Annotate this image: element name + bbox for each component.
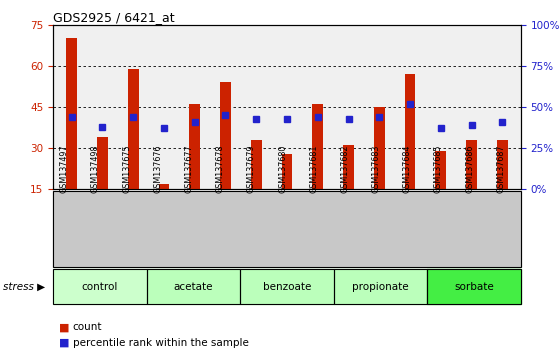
Text: GSM137684: GSM137684 xyxy=(403,144,412,193)
Bar xyxy=(374,107,385,189)
Text: percentile rank within the sample: percentile rank within the sample xyxy=(73,338,249,348)
Text: GSM137675: GSM137675 xyxy=(122,144,131,193)
Bar xyxy=(158,184,169,189)
Text: GSM137686: GSM137686 xyxy=(465,144,474,193)
Bar xyxy=(282,154,292,189)
Text: GSM137679: GSM137679 xyxy=(247,144,256,193)
Text: acetate: acetate xyxy=(174,282,213,292)
Text: GSM137682: GSM137682 xyxy=(340,144,349,193)
Text: GSM137687: GSM137687 xyxy=(496,144,505,193)
Text: GSM137685: GSM137685 xyxy=(434,144,443,193)
Bar xyxy=(251,140,262,189)
Text: benzoate: benzoate xyxy=(263,282,311,292)
Text: GSM137680: GSM137680 xyxy=(278,144,287,193)
Text: GSM137677: GSM137677 xyxy=(184,144,194,193)
Text: GSM137678: GSM137678 xyxy=(216,144,225,193)
Text: GDS2925 / 6421_at: GDS2925 / 6421_at xyxy=(53,11,175,24)
Bar xyxy=(189,104,200,189)
Text: GSM137676: GSM137676 xyxy=(153,144,162,193)
Bar xyxy=(405,74,416,189)
Text: GSM137497: GSM137497 xyxy=(60,144,69,193)
Bar xyxy=(97,137,108,189)
Bar xyxy=(66,39,77,189)
Bar xyxy=(312,104,323,189)
Text: GSM137681: GSM137681 xyxy=(309,144,318,193)
Text: GSM137683: GSM137683 xyxy=(371,144,380,193)
Text: sorbate: sorbate xyxy=(454,282,494,292)
Bar xyxy=(466,140,477,189)
Text: stress ▶: stress ▶ xyxy=(3,282,45,292)
Bar xyxy=(343,145,354,189)
Bar xyxy=(220,82,231,189)
Text: ■: ■ xyxy=(59,322,69,332)
Text: ■: ■ xyxy=(59,338,69,348)
Bar xyxy=(128,69,138,189)
Text: GSM137498: GSM137498 xyxy=(91,144,100,193)
Text: propionate: propionate xyxy=(352,282,409,292)
Text: count: count xyxy=(73,322,102,332)
Bar xyxy=(497,140,508,189)
Bar xyxy=(436,151,446,189)
Text: control: control xyxy=(82,282,118,292)
